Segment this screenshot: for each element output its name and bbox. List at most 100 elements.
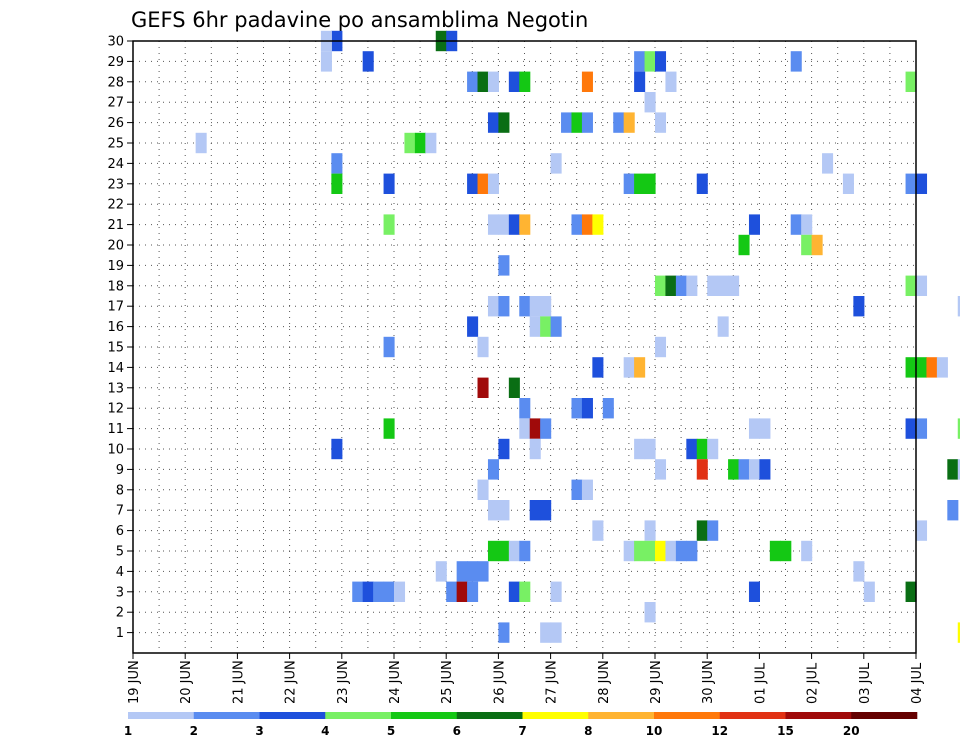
- heatmap-cell: [519, 296, 531, 317]
- colorbar-segment: [522, 712, 589, 719]
- heatmap-cell: [748, 459, 760, 480]
- heatmap-cell: [905, 581, 917, 602]
- y-tick-label: 9: [116, 463, 124, 478]
- heatmap-cell: [581, 479, 593, 500]
- heatmap-cell: [487, 173, 499, 194]
- y-tick-label: 3: [116, 585, 124, 600]
- heatmap-cell: [467, 561, 479, 582]
- heatmap-cell: [916, 520, 928, 541]
- colorbar-label: 12: [711, 724, 728, 738]
- y-tick-label: 8: [116, 483, 124, 498]
- heatmap-cell: [665, 275, 677, 296]
- y-tick-label: 29: [107, 55, 124, 70]
- heatmap-cell: [634, 438, 646, 460]
- heatmap-cell: [487, 540, 499, 562]
- y-tick-label: 28: [107, 75, 124, 90]
- heatmap-cell: [550, 622, 562, 643]
- heatmap-cell: [644, 92, 656, 113]
- colorbar-label: 6: [453, 724, 461, 738]
- x-tick-label: 30 JUN: [701, 660, 716, 704]
- y-tick-label: 15: [107, 341, 124, 356]
- heatmap-cell: [571, 214, 583, 235]
- heatmap-cell: [613, 112, 625, 133]
- heatmap-cell: [519, 71, 531, 92]
- heatmap-cell: [822, 153, 834, 174]
- heatmap-cell: [602, 398, 614, 419]
- heatmap-cell: [331, 173, 343, 194]
- heatmap-cell: [498, 214, 510, 235]
- heatmap-cell: [801, 234, 813, 256]
- heatmap-cell: [477, 336, 489, 358]
- colorbar-label: 4: [321, 724, 329, 738]
- heatmap-cell: [508, 540, 520, 562]
- heatmap-cell: [801, 214, 813, 235]
- heatmap-cell: [717, 275, 729, 296]
- heatmap-cell: [498, 296, 510, 317]
- heatmap-cell: [362, 581, 374, 602]
- x-tick-label: 26 JUN: [492, 660, 507, 704]
- heatmap-cell: [916, 357, 928, 378]
- colorbar-segment: [391, 712, 458, 719]
- heatmap-cell: [947, 500, 959, 521]
- x-axis: 19 JUN 20 JUN 21 JUN 22 JUN 23 JUN 24 JUN 25 J…: [127, 653, 925, 704]
- y-axis: 1234567891011121314151617181920212223242…: [107, 35, 133, 641]
- colorbar-label: 10: [646, 724, 663, 738]
- heatmap-cell: [571, 479, 583, 500]
- heatmap-cell: [707, 520, 719, 541]
- heatmap-cell: [508, 581, 520, 602]
- heatmap-cell: [362, 51, 374, 72]
- heatmap-cell: [508, 377, 520, 398]
- heatmap-cell: [947, 459, 959, 480]
- y-tick-label: 6: [116, 524, 124, 539]
- heatmap-cell: [195, 132, 207, 154]
- heatmap-cell: [707, 438, 719, 460]
- heatmap-cell: [717, 316, 729, 337]
- colorbar-label: 1: [124, 724, 132, 738]
- heatmap-cell: [383, 214, 395, 235]
- heatmap-cell: [467, 581, 479, 602]
- heatmap-cell: [905, 275, 917, 296]
- colorbar-segment: [128, 712, 195, 719]
- heatmap-cell: [529, 500, 541, 521]
- x-tick-label: 01 JUL: [753, 662, 768, 704]
- heatmap-cell: [592, 520, 604, 541]
- heatmap-cell: [905, 71, 917, 92]
- heatmap-cell: [571, 398, 583, 419]
- colorbar-segment: [259, 712, 326, 719]
- chart-title: GEFS 6hr padavine po ansamblima Negotin: [131, 8, 588, 32]
- x-tick-label: 20 JUN: [179, 660, 194, 704]
- heatmap-cell: [644, 540, 656, 562]
- heatmap-cell: [477, 173, 489, 194]
- heatmap-cell: [498, 255, 510, 276]
- y-tick-label: 17: [107, 300, 124, 315]
- heatmap-cell: [498, 438, 510, 460]
- y-tick-label: 21: [107, 218, 124, 233]
- heatmap-cell: [957, 296, 960, 317]
- heatmap-cell: [383, 173, 395, 194]
- heatmap-cell: [665, 540, 677, 562]
- colorbar-segment: [325, 712, 392, 719]
- heatmap-cell: [655, 540, 667, 562]
- colorbar-segment: [588, 712, 655, 719]
- heatmap-cell: [748, 581, 760, 602]
- heatmap-cell: [634, 540, 646, 562]
- y-tick-label: 7: [116, 504, 124, 519]
- heatmap-cell: [581, 71, 593, 92]
- heatmap-cell: [696, 459, 708, 480]
- heatmap-cell: [477, 71, 489, 92]
- heatmap-cell: [655, 112, 667, 133]
- x-tick-label: 29 JUN: [649, 660, 664, 704]
- plot-frame: [132, 40, 917, 654]
- heatmap-cell: [373, 581, 385, 602]
- heatmap-cell: [477, 561, 489, 582]
- heatmap-cell: [383, 581, 395, 602]
- heatmap-cell: [728, 459, 740, 480]
- heatmap-cell: [957, 622, 960, 643]
- heatmap-cell: [634, 173, 646, 194]
- heatmap-cell: [519, 398, 531, 419]
- heatmap-cell: [634, 51, 646, 72]
- colorbar-label: 15: [777, 724, 794, 738]
- y-tick-label: 12: [107, 402, 124, 417]
- colorbar-label: 5: [387, 724, 395, 738]
- heatmap-cell: [623, 540, 635, 562]
